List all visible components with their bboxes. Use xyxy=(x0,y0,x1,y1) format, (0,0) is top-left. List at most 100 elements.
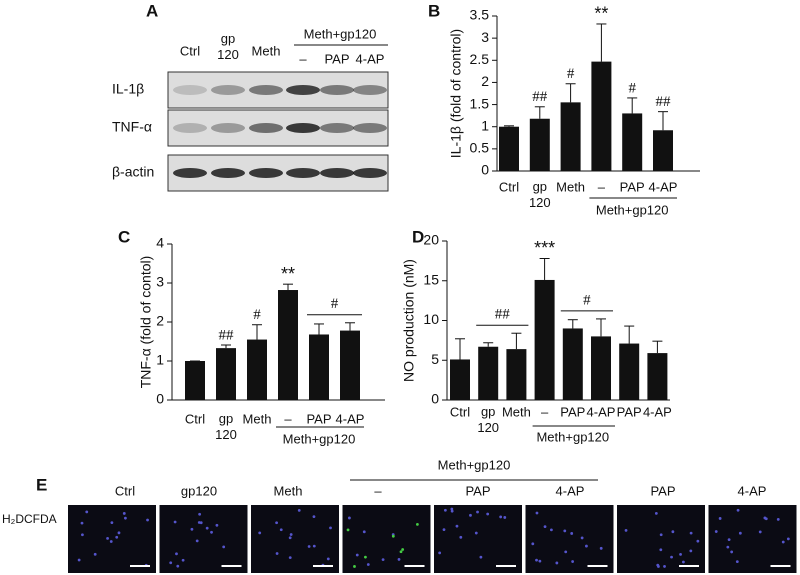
annotation: # xyxy=(583,292,591,308)
bar xyxy=(653,130,673,171)
cell xyxy=(117,531,121,535)
bar xyxy=(562,328,583,400)
cell xyxy=(122,512,126,515)
bar xyxy=(499,126,519,171)
y-tick-label: 10 xyxy=(423,311,439,327)
cell xyxy=(659,533,663,537)
cell xyxy=(110,521,114,525)
cell xyxy=(381,558,385,561)
cell xyxy=(438,551,442,555)
panel-label: C xyxy=(118,227,130,246)
cell xyxy=(670,555,673,559)
y-tick-label: 1 xyxy=(481,117,489,133)
annotation: # xyxy=(253,307,261,323)
blot-band xyxy=(249,123,283,133)
bar xyxy=(185,361,205,400)
bar xyxy=(309,334,329,400)
cell xyxy=(736,508,740,512)
blot-band xyxy=(173,123,207,133)
annotation: # xyxy=(567,66,575,82)
bar xyxy=(591,61,612,171)
x-tick-label: 4-AP xyxy=(587,404,616,419)
lane-label: PAP xyxy=(324,51,349,66)
cell xyxy=(564,550,568,554)
column-label: Ctrl xyxy=(115,483,135,498)
y-tick-label: 0 xyxy=(156,391,164,407)
cell xyxy=(124,516,127,520)
micrograph xyxy=(342,505,431,573)
cell xyxy=(570,532,574,535)
panel-label: E xyxy=(36,475,47,494)
x-tick-label: – xyxy=(284,411,292,426)
cell xyxy=(181,558,185,562)
cell xyxy=(659,548,663,552)
cell xyxy=(258,531,262,535)
y-axis-label: IL-1β (fold of control) xyxy=(448,29,464,158)
group-label: Meth+gp120 xyxy=(596,202,669,217)
cell xyxy=(476,510,479,514)
column-label: PAP xyxy=(650,483,675,498)
blot-band xyxy=(211,123,245,133)
cell xyxy=(450,509,454,513)
cell xyxy=(563,529,567,533)
cell xyxy=(624,529,628,532)
cell xyxy=(781,540,785,544)
cell xyxy=(348,516,351,520)
bar xyxy=(506,349,527,400)
cell xyxy=(499,515,503,519)
cell xyxy=(459,535,463,539)
cell xyxy=(682,560,685,564)
bar xyxy=(478,346,499,400)
y-tick-label: 2 xyxy=(481,73,489,89)
x-tick-label: – xyxy=(598,179,606,194)
group-label: Meth+gp120 xyxy=(536,429,609,444)
cell xyxy=(81,533,84,537)
cell xyxy=(366,563,370,566)
cell xyxy=(176,564,180,568)
x-tick-label: Meth xyxy=(556,179,585,194)
blot-band xyxy=(211,168,245,178)
x-tick-label: Meth xyxy=(243,411,272,426)
cell xyxy=(355,553,359,557)
cell xyxy=(735,560,739,564)
cell xyxy=(679,552,682,556)
cell xyxy=(764,517,768,521)
panel-label: D xyxy=(412,227,424,246)
cell xyxy=(109,540,113,543)
bar xyxy=(278,290,298,400)
cell xyxy=(654,511,658,515)
cell xyxy=(738,531,742,535)
x-tick-label: 4-AP xyxy=(336,411,365,426)
blot-band xyxy=(173,85,207,95)
cell xyxy=(718,517,722,520)
cell xyxy=(190,527,194,531)
micrograph xyxy=(708,505,797,573)
cell xyxy=(538,559,542,563)
cell xyxy=(275,521,278,525)
y-tick-label: 0 xyxy=(481,162,489,178)
blot-band xyxy=(286,168,320,178)
cell xyxy=(543,525,547,529)
group-label: Meth+gp120 xyxy=(304,26,377,41)
cell xyxy=(535,558,538,562)
cell xyxy=(726,545,730,549)
group-label: Meth+gp120 xyxy=(438,457,511,472)
annotation: ## xyxy=(495,307,511,323)
blot-band xyxy=(286,123,320,133)
cell xyxy=(146,518,149,522)
cell xyxy=(222,545,226,549)
cell xyxy=(671,530,675,534)
cell xyxy=(364,555,367,559)
cell xyxy=(329,526,332,530)
y-axis-label: NO production (nM) xyxy=(401,259,417,382)
cell xyxy=(571,560,575,563)
bar xyxy=(647,353,668,400)
cell xyxy=(714,530,718,533)
cell xyxy=(599,546,603,550)
y-tick-label: 1 xyxy=(156,352,164,368)
x-tick-label: Ctrl xyxy=(499,179,519,194)
cell xyxy=(353,565,356,568)
blot-band xyxy=(320,168,354,178)
bar xyxy=(340,330,360,400)
